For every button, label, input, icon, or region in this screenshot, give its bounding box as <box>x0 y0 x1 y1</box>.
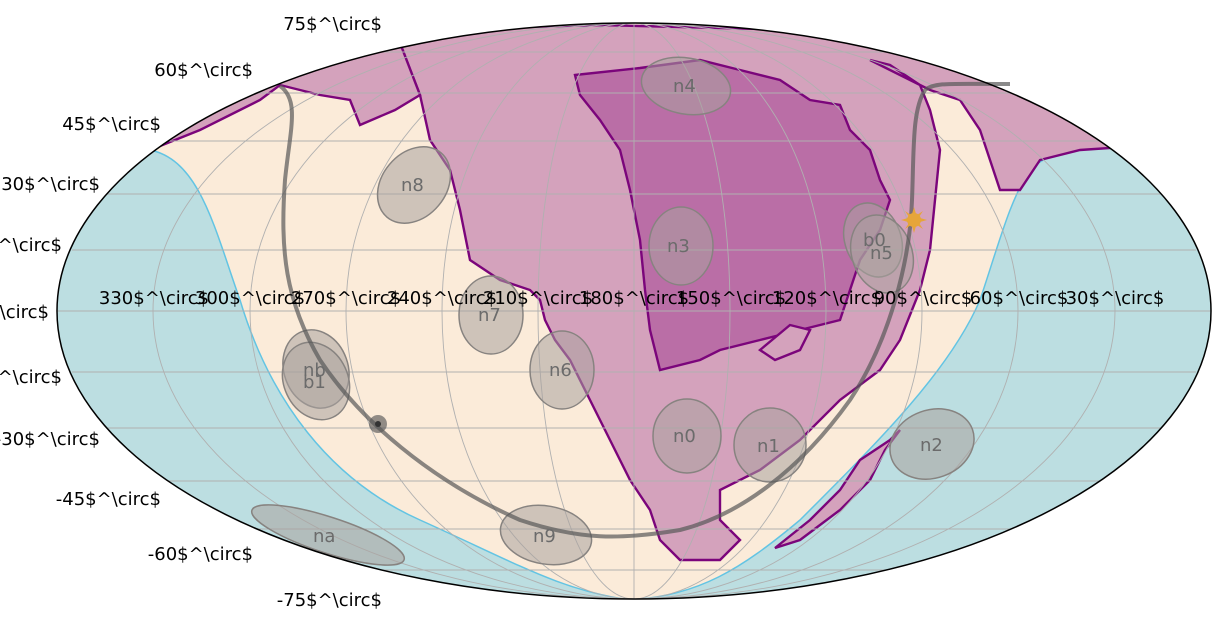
label-n7: n7 <box>478 305 501 326</box>
circle-dot-center <box>375 421 381 427</box>
ellipse-n7[interactable] <box>458 275 524 355</box>
lat-label-30: 30$^\circ$ <box>1 174 100 195</box>
lat-label-0: 0$^\circ$ <box>0 302 49 323</box>
lat-label-m30: -30$^\circ$ <box>0 429 100 450</box>
lon-label-90: 90$^\circ$ <box>874 288 973 309</box>
label-n3: n3 <box>667 236 690 257</box>
label-n8: n8 <box>401 175 424 196</box>
lon-label-120: 120$^\circ$ <box>772 288 882 309</box>
track-line <box>278 81 1011 539</box>
lon-label-300: 300$^\circ$ <box>195 288 305 309</box>
lat-label-m60: -60$^\circ$ <box>148 544 253 565</box>
label-n0: n0 <box>673 426 696 447</box>
ellipse-n4[interactable] <box>637 51 735 122</box>
graticule <box>57 23 1211 599</box>
lat-label-15: 15$^\circ$ <box>0 235 62 256</box>
lat-label-45: 45$^\circ$ <box>62 114 161 135</box>
lon-label-180: 180$^\circ$ <box>579 288 689 309</box>
lat-label-75: 75$^\circ$ <box>283 14 382 35</box>
ellipse-labels: n8 n4 n3 b0 n5 n7 n6 nb b1 n0 n1 n2 na n… <box>303 76 943 547</box>
label-b1: b1 <box>303 372 326 393</box>
lon-label-210: 210$^\circ$ <box>483 288 593 309</box>
ellipse-na[interactable] <box>246 493 409 577</box>
lat-label-m75: -75$^\circ$ <box>277 590 382 611</box>
label-n9: n9 <box>533 526 556 547</box>
lon-label-240: 240$^\circ$ <box>387 288 497 309</box>
sun-star-icon <box>901 207 927 233</box>
lat-label-m45: -45$^\circ$ <box>56 489 161 510</box>
craton-region <box>573 58 892 372</box>
label-n6: n6 <box>549 360 572 381</box>
ellipse-n2[interactable] <box>880 397 984 490</box>
lat-label-m15: -15$^\circ$ <box>0 367 62 388</box>
label-n2: n2 <box>920 435 943 456</box>
lat-label-60: 60$^\circ$ <box>154 60 253 81</box>
latitude-labels: 75$^\circ$ 60$^\circ$ 45$^\circ$ 30$^\ci… <box>0 14 382 611</box>
lon-label-30: 30$^\circ$ <box>1066 288 1165 309</box>
ellipse-n1[interactable] <box>733 407 807 483</box>
label-nb: nb <box>303 360 326 381</box>
label-n5: n5 <box>870 243 893 264</box>
ellipse-n8[interactable] <box>362 132 465 237</box>
lon-label-60: 60$^\circ$ <box>970 288 1069 309</box>
label-b0: b0 <box>863 230 886 251</box>
ellipse-b1[interactable] <box>270 331 362 431</box>
map-frame <box>56 22 1212 600</box>
lon-label-330: 330$^\circ$ <box>99 288 209 309</box>
longitude-labels: 330$^\circ$ 300$^\circ$ 270$^\circ$ 240$… <box>99 288 1164 309</box>
label-n4: n4 <box>673 76 696 97</box>
ellipse-n0[interactable] <box>652 398 722 474</box>
label-na: na <box>313 526 335 547</box>
ellipse-layer <box>246 51 984 577</box>
lon-label-150: 150$^\circ$ <box>676 288 786 309</box>
label-n1: n1 <box>757 436 780 457</box>
craton-island <box>757 323 812 362</box>
lon-label-270: 270$^\circ$ <box>291 288 401 309</box>
ellipse-n6[interactable] <box>529 330 595 410</box>
ellipse-n3[interactable] <box>648 206 714 286</box>
